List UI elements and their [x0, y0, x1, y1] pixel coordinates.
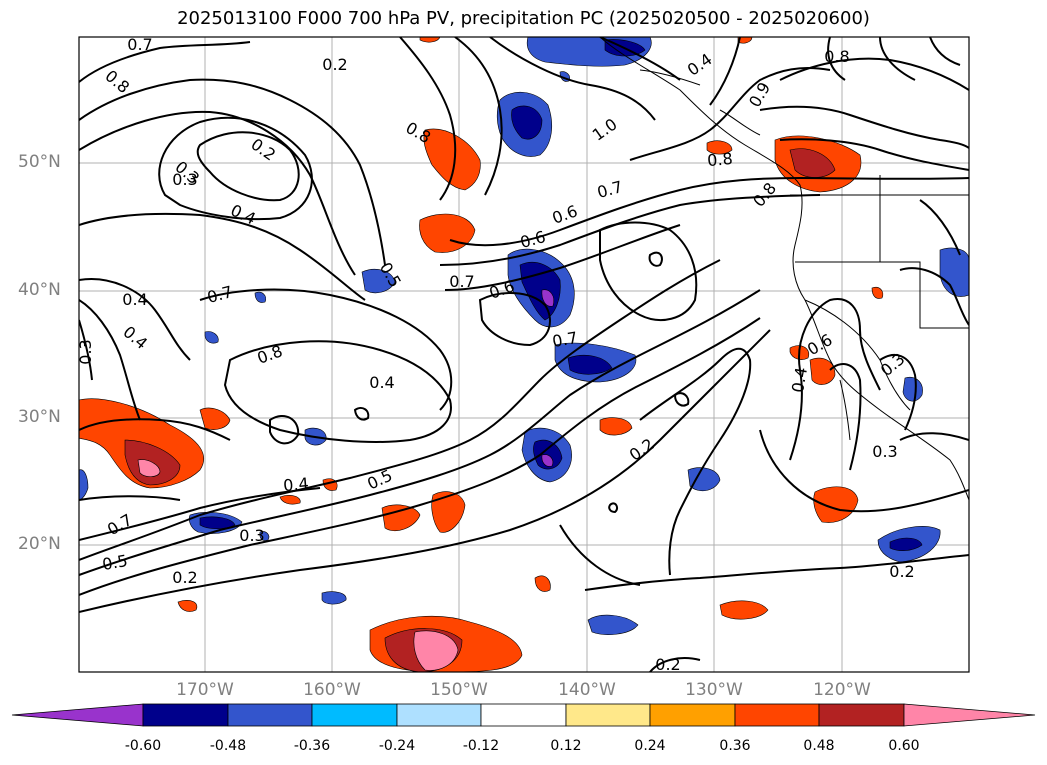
lat-label: 50°N: [18, 152, 61, 172]
contour-label: 0.3: [239, 526, 265, 545]
contour-label: 0.4: [282, 473, 310, 496]
lon-label: 170°W: [176, 680, 234, 700]
colorbar-tick-label: 0.12: [550, 738, 582, 754]
colorbar-tick-label: -0.36: [293, 738, 331, 754]
contour-label: 0.8: [706, 148, 734, 171]
colorbar: [11, 703, 1036, 727]
pv-contours: [79, 37, 969, 672]
contour-label: 0.3: [872, 442, 898, 461]
lon-label: 120°W: [813, 680, 871, 700]
colorbar-tick-label: -0.60: [124, 738, 162, 754]
lon-label: 140°W: [558, 680, 616, 700]
contour-label: 0.4: [122, 290, 148, 309]
contour-label: 0.2: [172, 568, 198, 587]
contour-label: 0.3: [76, 339, 95, 365]
map-title: 2025013100 F000 700 hPa PV, precipitatio…: [177, 8, 870, 29]
lat-label: 40°N: [18, 280, 61, 300]
contour-label: 0.3: [172, 170, 198, 189]
colorbar-tick-label: -0.12: [462, 738, 500, 754]
lat-label: 20°N: [18, 534, 61, 554]
lat-label: 30°N: [18, 407, 61, 427]
colorbar-tick-label: 0.36: [719, 738, 751, 754]
colorbar-tick-label: -0.48: [209, 738, 247, 754]
contour-label: 0.2: [889, 562, 915, 581]
colorbar-tick-label: 0.60: [888, 738, 920, 754]
contour-label: 0.2: [655, 655, 681, 674]
coastlines: [599, 37, 969, 501]
colorbar-tick-label: 0.48: [803, 738, 835, 754]
lon-label: 150°W: [430, 680, 488, 700]
contour-label: 0.7: [127, 35, 153, 54]
contour-label: 0.7: [449, 272, 475, 291]
colorbar-tick-label: 0.24: [634, 738, 666, 754]
lon-label: 160°W: [303, 680, 361, 700]
lon-label: 130°W: [685, 680, 743, 700]
contour-label: 0.8: [824, 47, 850, 66]
colorbar-extend-high: [903, 703, 1036, 727]
colorbar-tick-label: -0.24: [378, 738, 416, 754]
contour-label: 0.4: [369, 373, 395, 392]
map-frame: [78, 36, 970, 673]
precip-negative-patches: [79, 37, 969, 635]
contour-label: 0.2: [322, 55, 348, 74]
colorbar-extend-low: [11, 703, 144, 727]
